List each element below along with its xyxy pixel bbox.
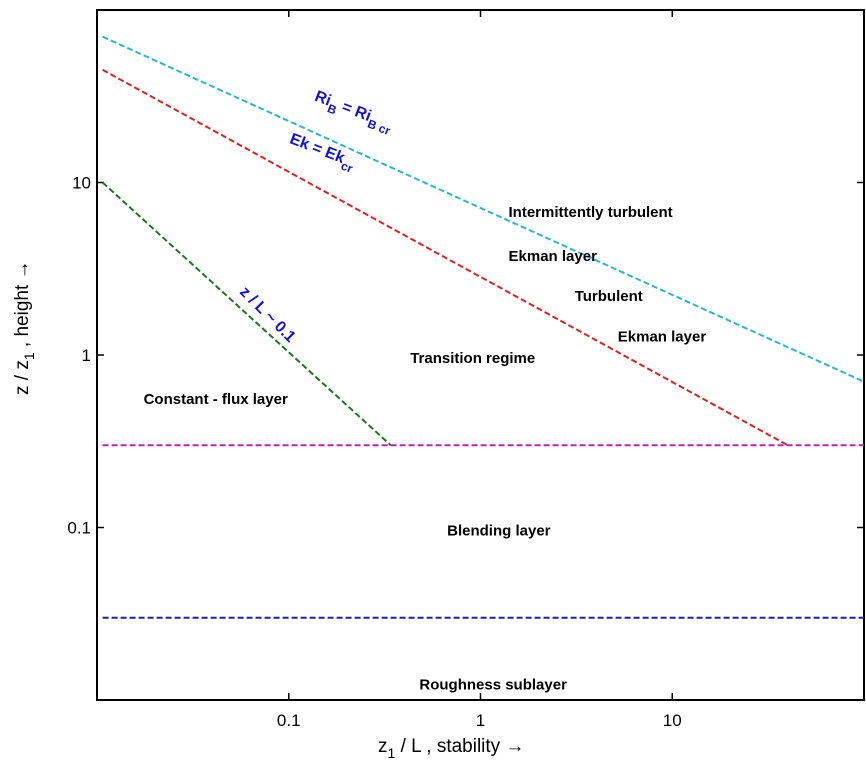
y-tick-label: 1 [82, 346, 91, 365]
region-label: Ekman layer [509, 248, 598, 265]
series-line-zl [101, 181, 392, 446]
y-tick-label: 10 [72, 174, 91, 193]
region-label: Roughness sublayer [419, 677, 567, 694]
region-label: Intermittently turbulent [509, 204, 673, 221]
x-tick-label: 10 [663, 711, 682, 730]
line-label-ek: Ek = Ekcr [286, 131, 358, 176]
y-axis-title: z / z1 , height → [12, 260, 37, 395]
series-line-rib [102, 35, 865, 383]
region-label: Constant - flux layer [144, 391, 288, 408]
y-tick-label: 0.1 [67, 519, 91, 538]
x-axis-title: z1 / L , stability → [378, 736, 524, 761]
region-label: Transition regime [410, 350, 535, 367]
line-label-rib: RiB = RiB cr [311, 88, 396, 138]
line-label-zl: z / L ~ 0.1 [236, 283, 299, 346]
region-label: Ekman layer [618, 328, 707, 345]
region-label: Turbulent [575, 288, 643, 305]
x-tick-label: 1 [476, 711, 485, 730]
region-label: Blending layer [447, 522, 551, 539]
series-line-ek [102, 68, 789, 447]
x-tick-label: 0.1 [277, 711, 301, 730]
